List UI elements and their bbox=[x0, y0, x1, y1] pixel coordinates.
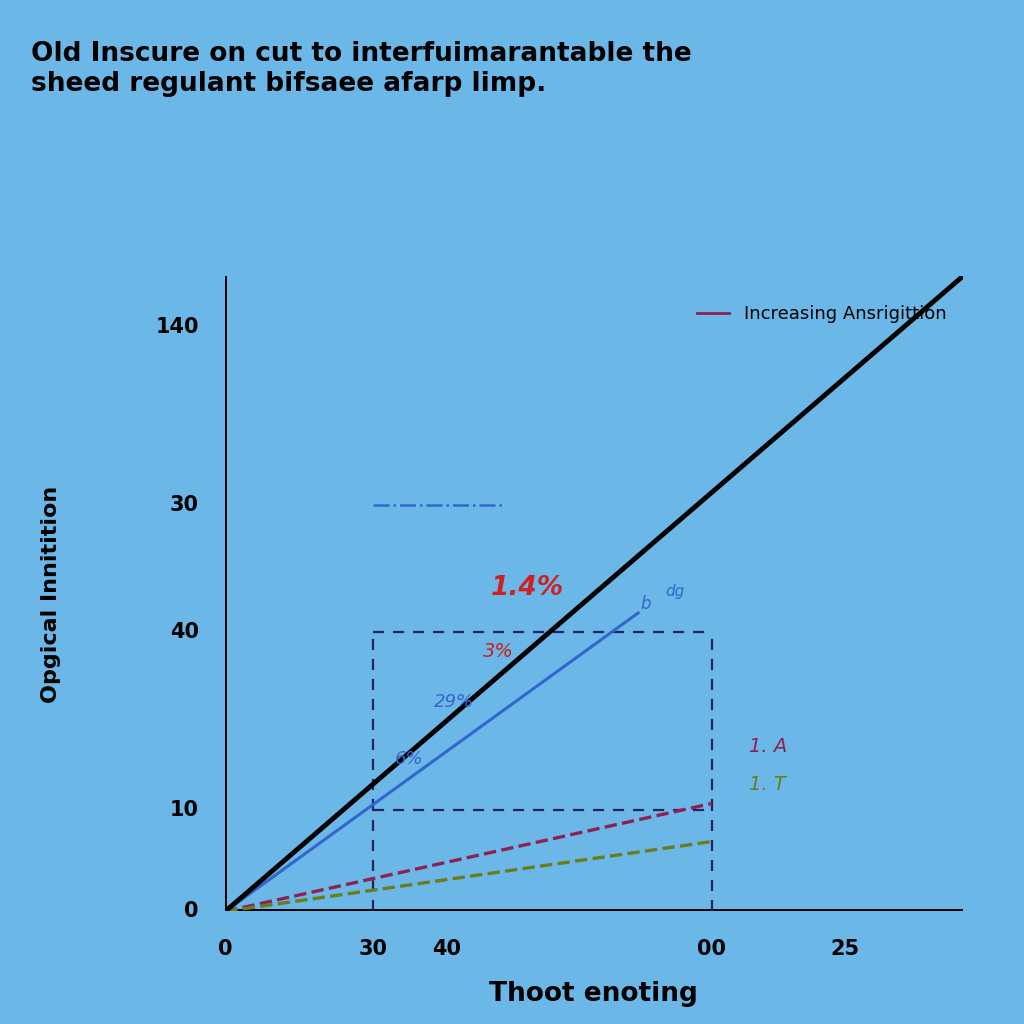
Text: 1. A: 1. A bbox=[749, 737, 787, 756]
Text: 29%: 29% bbox=[434, 693, 474, 711]
Text: Opgical Innitition: Opgical Innitition bbox=[41, 485, 61, 702]
Text: 30: 30 bbox=[358, 939, 387, 959]
Text: 40: 40 bbox=[432, 939, 461, 959]
Text: b: b bbox=[640, 595, 651, 613]
Text: 3%: 3% bbox=[482, 642, 513, 660]
Text: 6%: 6% bbox=[395, 750, 424, 768]
Text: 0: 0 bbox=[218, 939, 232, 959]
Text: 140: 140 bbox=[156, 317, 199, 337]
Text: 00: 00 bbox=[697, 939, 726, 959]
Text: dg: dg bbox=[666, 584, 685, 599]
Legend: Increasing Ansrigittion: Increasing Ansrigittion bbox=[689, 298, 953, 331]
Text: 0: 0 bbox=[184, 901, 199, 922]
Text: Old Inscure on cut to interfuimarantable the
sheed regulant bifsaee afarp limp.: Old Inscure on cut to interfuimarantable… bbox=[31, 41, 691, 97]
Text: 10: 10 bbox=[170, 800, 199, 820]
Text: 25: 25 bbox=[830, 939, 859, 959]
Text: 1.4%: 1.4% bbox=[490, 574, 564, 600]
Text: 30: 30 bbox=[170, 495, 199, 515]
Text: 40: 40 bbox=[170, 622, 199, 642]
Text: Thoot enoting: Thoot enoting bbox=[489, 981, 698, 1008]
Text: 1. T: 1. T bbox=[749, 775, 785, 794]
